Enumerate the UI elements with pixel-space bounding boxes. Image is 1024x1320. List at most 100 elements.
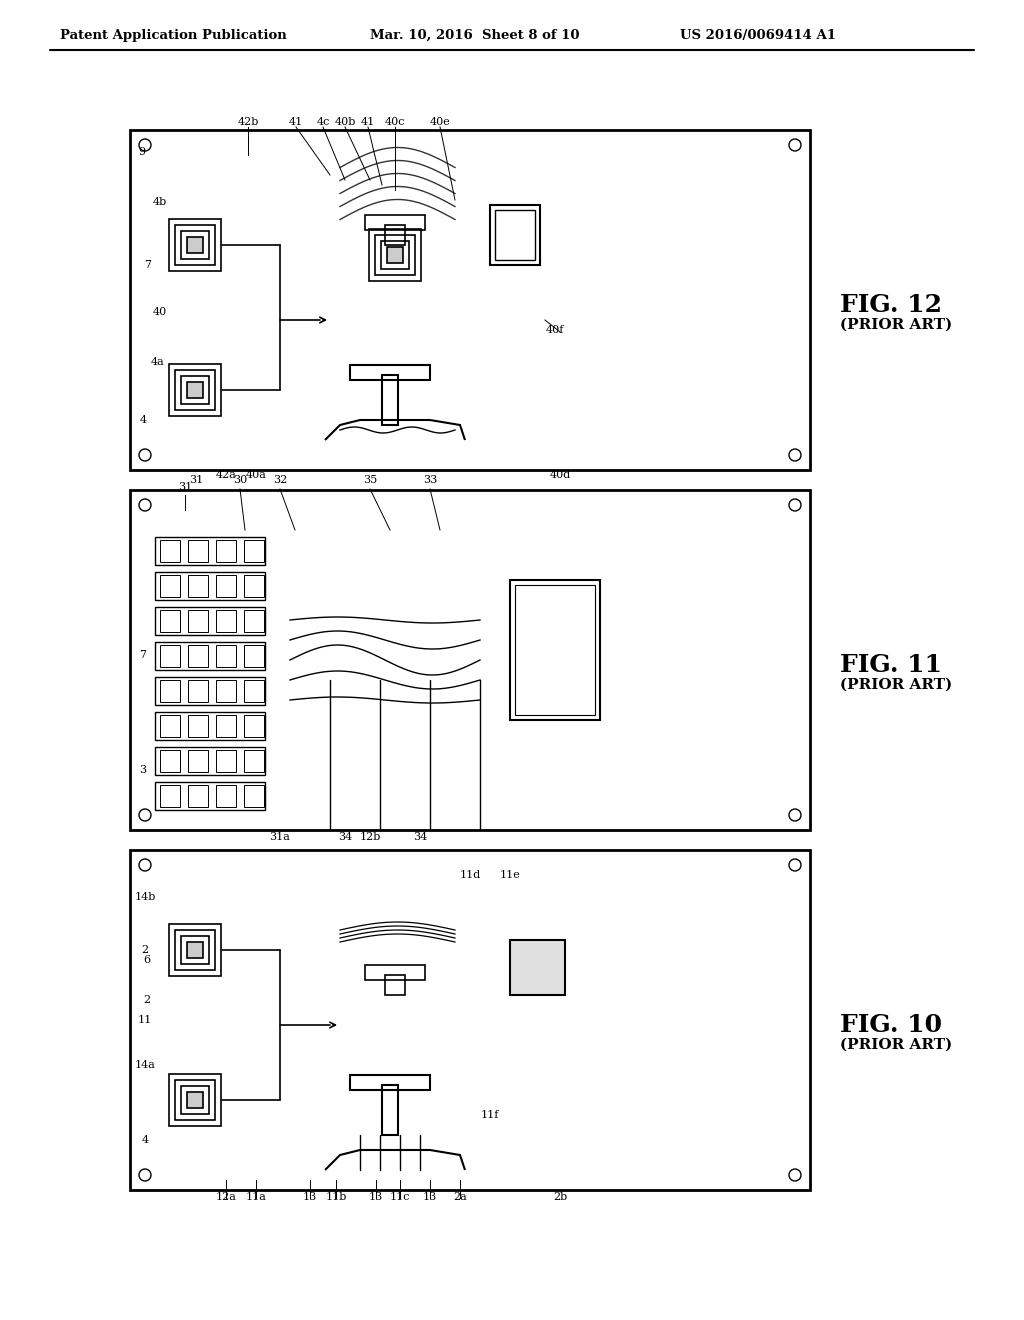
Bar (382, 375, 398, 425)
Bar (160, 576, 180, 597)
Text: 13: 13 (303, 1192, 317, 1203)
Bar (169, 1074, 221, 1126)
Text: 11: 11 (138, 1015, 153, 1026)
Bar (155, 747, 265, 775)
Bar (188, 680, 208, 702)
Text: 42b: 42b (238, 117, 259, 127)
Bar (387, 247, 403, 263)
Bar (365, 215, 425, 230)
Bar (175, 931, 215, 970)
Bar (175, 370, 215, 411)
Text: (PRIOR ART): (PRIOR ART) (840, 1038, 952, 1052)
Bar (350, 366, 430, 380)
Bar (244, 785, 264, 807)
Text: 2b: 2b (553, 1192, 567, 1203)
Bar (130, 129, 810, 470)
Bar (216, 540, 236, 562)
Text: FIG. 11: FIG. 11 (840, 653, 942, 677)
Bar (155, 711, 265, 741)
Text: 31: 31 (188, 475, 203, 484)
Text: (PRIOR ART): (PRIOR ART) (840, 318, 952, 333)
Text: (PRIOR ART): (PRIOR ART) (840, 678, 952, 692)
Bar (155, 537, 265, 565)
Text: 7: 7 (139, 649, 146, 660)
Text: 11a: 11a (246, 1192, 266, 1203)
Bar (169, 924, 221, 975)
Bar (244, 750, 264, 772)
Text: US 2016/0069414 A1: US 2016/0069414 A1 (680, 29, 836, 41)
Bar (382, 1085, 398, 1135)
Bar (160, 785, 180, 807)
Bar (175, 224, 215, 265)
Bar (381, 242, 409, 269)
Text: 13: 13 (369, 1192, 383, 1203)
Text: 40e: 40e (430, 117, 451, 127)
Bar (175, 1080, 215, 1119)
Bar (187, 381, 203, 399)
Bar (365, 965, 425, 979)
Bar (187, 238, 203, 253)
Bar (187, 1092, 203, 1107)
Bar (181, 1086, 209, 1114)
Text: 40d: 40d (549, 470, 570, 480)
Bar (385, 975, 406, 995)
Text: 40f: 40f (546, 325, 564, 335)
Bar (155, 572, 265, 601)
Text: 11b: 11b (326, 1192, 347, 1203)
Text: 31a: 31a (269, 832, 291, 842)
Bar (181, 376, 209, 404)
Bar (160, 610, 180, 632)
Text: 34: 34 (338, 832, 352, 842)
Text: 14a: 14a (134, 1060, 156, 1071)
Bar (188, 750, 208, 772)
Bar (510, 579, 600, 719)
Bar (188, 576, 208, 597)
Text: 30: 30 (232, 475, 247, 484)
Bar (130, 490, 810, 830)
Bar (216, 785, 236, 807)
Bar (188, 785, 208, 807)
Bar (181, 231, 209, 259)
Bar (244, 540, 264, 562)
Bar (169, 364, 221, 416)
Bar (216, 645, 236, 667)
Text: 41: 41 (360, 117, 375, 127)
Bar (187, 942, 203, 958)
Bar (369, 228, 421, 281)
Bar (181, 936, 209, 964)
Bar (155, 781, 265, 810)
Bar (155, 677, 265, 705)
Text: 11c: 11c (390, 1192, 411, 1203)
Text: 34: 34 (413, 832, 427, 842)
Text: 11f: 11f (481, 1110, 499, 1119)
Text: 33: 33 (423, 475, 437, 484)
Text: 11e: 11e (500, 870, 520, 880)
Text: 40b: 40b (334, 117, 355, 127)
Bar (160, 750, 180, 772)
Bar (160, 540, 180, 562)
Bar (188, 645, 208, 667)
Bar (244, 715, 264, 737)
Bar (244, 680, 264, 702)
Text: FIG. 12: FIG. 12 (840, 293, 942, 317)
Bar (188, 540, 208, 562)
Bar (160, 645, 180, 667)
Text: 12a: 12a (216, 1192, 237, 1203)
Text: 9: 9 (138, 147, 145, 157)
Bar (350, 1074, 430, 1090)
Bar (188, 715, 208, 737)
Text: 4: 4 (139, 414, 146, 425)
Bar (244, 645, 264, 667)
Text: 40c: 40c (385, 117, 406, 127)
Text: 32: 32 (272, 475, 287, 484)
Text: 6: 6 (143, 954, 151, 965)
Bar (216, 680, 236, 702)
Text: 40a: 40a (246, 470, 266, 480)
Text: Patent Application Publication: Patent Application Publication (60, 29, 287, 41)
Bar (216, 576, 236, 597)
Text: 4c: 4c (316, 117, 330, 127)
Bar (244, 576, 264, 597)
Bar (495, 210, 535, 260)
Text: 4a: 4a (152, 356, 165, 367)
Text: 4b: 4b (153, 197, 167, 207)
